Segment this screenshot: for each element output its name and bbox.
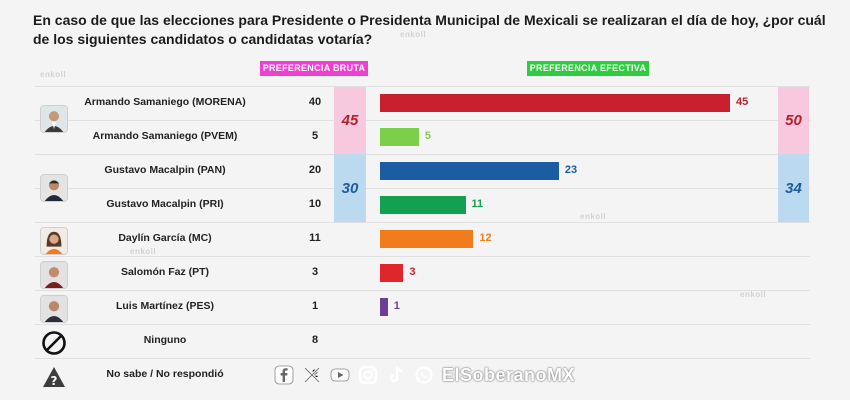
whatsapp-icon[interactable] <box>414 365 434 385</box>
efectiva-value: 3 <box>409 266 416 278</box>
question-triangle-icon: ? <box>41 364 67 390</box>
pan-efectiva-total: 34 <box>778 154 809 222</box>
watermark: enkoll <box>580 212 607 221</box>
row-divider <box>35 86 810 87</box>
row-divider <box>35 358 810 359</box>
candidate-label: Salomón Faz (PT) <box>120 266 210 278</box>
efectiva-bar <box>380 230 474 248</box>
efectiva-value: 45 <box>736 96 749 108</box>
question-text: En caso de que las elecciones para Presi… <box>33 12 826 47</box>
instagram-icon[interactable] <box>358 365 378 385</box>
row-divider <box>35 154 810 155</box>
row-divider <box>35 188 810 189</box>
svg-text:?: ? <box>51 374 58 388</box>
efectiva-bar <box>380 128 419 146</box>
candidate-label: Luis Martínez (PES) <box>115 300 214 312</box>
efectiva-bar <box>380 264 404 282</box>
bruta-value: 10 <box>308 198 322 210</box>
row-divider <box>35 256 810 257</box>
row-divider <box>35 290 810 291</box>
bruta-value: 1 <box>311 300 319 312</box>
efectiva-bar <box>380 162 559 180</box>
candidate-label: Gustavo Macalpin (PAN) <box>104 164 226 176</box>
watermark: enkoll <box>740 290 767 299</box>
candidate-label: Gustavo Macalpin (PRI) <box>106 198 224 210</box>
efectiva-value: 23 <box>564 164 578 176</box>
candidate-label: Daylín García (MC) <box>118 232 212 244</box>
efectiva-value: 5 <box>424 130 431 142</box>
youtube-icon[interactable] <box>330 365 350 385</box>
bruta-value: 8 <box>311 334 319 346</box>
bruta-value: 11 <box>309 232 321 244</box>
row-divider <box>35 120 810 121</box>
bruta-value: 40 <box>308 96 322 108</box>
candidate-label: Armando Samaniego (MORENA) <box>84 96 246 108</box>
efectiva-bar <box>380 94 730 112</box>
morena-efectiva-total: 50 <box>778 87 809 154</box>
morena-bruta-total: 45 <box>334 87 366 154</box>
efectiva-bar <box>380 196 466 214</box>
bruta-value: 20 <box>308 164 322 176</box>
brand-name[interactable]: ElSoberanoMX <box>442 364 576 385</box>
bruta-value: 5 <box>311 130 319 142</box>
row-divider <box>35 324 810 325</box>
candidate-label: No sabe / No respondió <box>106 368 224 380</box>
efectiva-value: 12 <box>479 232 492 244</box>
avatar-luis-martinez <box>40 295 68 323</box>
facebook-icon[interactable] <box>274 365 294 385</box>
avatar-macalpin <box>40 174 68 202</box>
efectiva-bar <box>380 298 388 316</box>
header-preferencia-bruta: PREFERENCIA BRUTA <box>260 61 368 76</box>
avatar-samaniego <box>40 105 68 133</box>
prohibited-icon <box>41 330 67 356</box>
watermark: enkoll <box>40 70 67 79</box>
social-footer: ElSoberanoMX <box>274 362 575 388</box>
efectiva-value: 11 <box>471 198 484 210</box>
x-icon[interactable] <box>302 365 322 385</box>
row-divider <box>35 222 810 223</box>
watermark: enkoll <box>130 247 157 256</box>
avatar-salomon-faz <box>40 261 68 289</box>
bruta-value: 3 <box>311 266 319 278</box>
candidate-label: Armando Samaniego (PVEM) <box>92 130 238 142</box>
candidate-label: Ninguno <box>143 334 187 346</box>
header-preferencia-efectiva: PREFERENCIA EFECTIVA <box>527 61 649 76</box>
avatar-daylin-garcia <box>40 227 68 255</box>
pan-bruta-total: 30 <box>334 154 366 222</box>
watermark: enkoll <box>400 30 427 39</box>
tiktok-icon[interactable] <box>386 365 406 385</box>
efectiva-value: 1 <box>393 300 400 312</box>
